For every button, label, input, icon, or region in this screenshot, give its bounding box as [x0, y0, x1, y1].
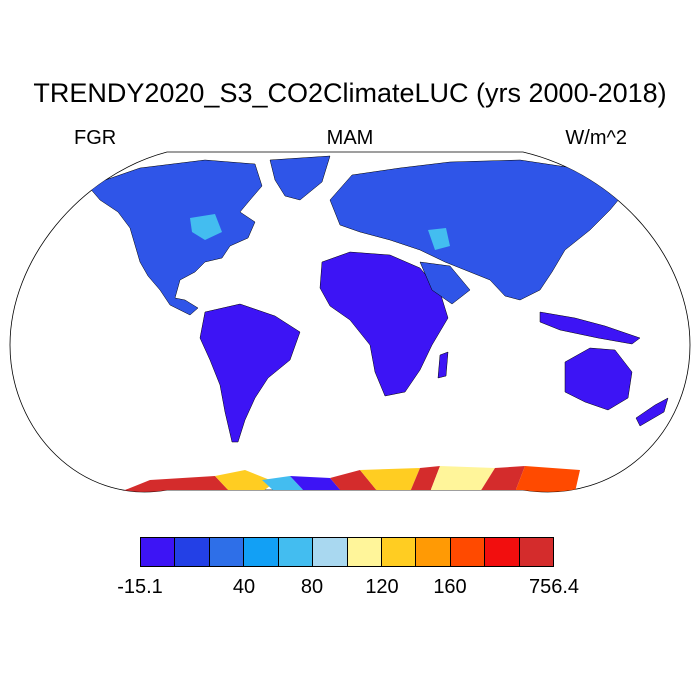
colorbar-tick-5: 160 — [433, 576, 467, 598]
colorbar-swatch-2 — [175, 538, 210, 566]
maritime-southeast-asia — [539, 311, 641, 345]
north-america — [87, 159, 263, 316]
antarctica-band-8 — [430, 466, 495, 492]
colorbar-swatch-11 — [485, 538, 520, 566]
colorbar-swatch-9 — [416, 538, 451, 566]
antarctica-band-10 — [515, 466, 580, 492]
colorbar — [140, 537, 554, 567]
central-asia-patch — [428, 228, 450, 250]
antarctica-band-3 — [262, 476, 305, 492]
australia — [564, 347, 633, 411]
antarctica-band-1 — [120, 476, 230, 492]
colorbar-swatch-1 — [141, 538, 176, 566]
colorbar-tick-2: 40 — [232, 576, 256, 598]
antarctica-band-4 — [290, 476, 342, 492]
antarctica-band-2 — [215, 470, 275, 492]
colorbar-swatch-3 — [209, 538, 245, 566]
colorbar-tick-1: -15.1 — [117, 576, 163, 598]
colorbar-tick-3: 80 — [300, 576, 324, 598]
antarctica-band-5 — [330, 470, 378, 492]
antarctica-band-9 — [480, 466, 525, 492]
arabian-peninsula — [419, 261, 471, 305]
colorbar-tick-6: 756.4 — [528, 576, 580, 598]
africa — [319, 251, 449, 397]
colorbar-swatch-5 — [278, 538, 314, 566]
units-label: W/m^2 — [565, 127, 627, 149]
new-zealand — [635, 397, 669, 427]
colorbar-swatch-4 — [244, 538, 279, 566]
south-america — [199, 303, 301, 443]
map-title: TRENDY2020_S3_CO2ClimateLUC (yrs 2000-20… — [33, 78, 667, 108]
madagascar — [437, 351, 449, 379]
colorbar-swatch-8 — [381, 538, 417, 566]
colorbar-swatch-10 — [450, 538, 486, 566]
colorbar-swatch-6 — [313, 538, 348, 566]
season-label: MAM — [326, 127, 374, 149]
colorbar-swatch-12 — [519, 538, 554, 566]
colorbar-tick-4: 120 — [365, 576, 399, 598]
antarctica-band-6 — [360, 468, 420, 492]
eurasia — [329, 159, 626, 301]
great-lakes-region — [190, 214, 222, 240]
colorbar-swatch-7 — [347, 538, 382, 566]
greenland — [269, 155, 331, 201]
variable-label: FGR — [74, 127, 117, 149]
antarctica — [120, 466, 580, 492]
